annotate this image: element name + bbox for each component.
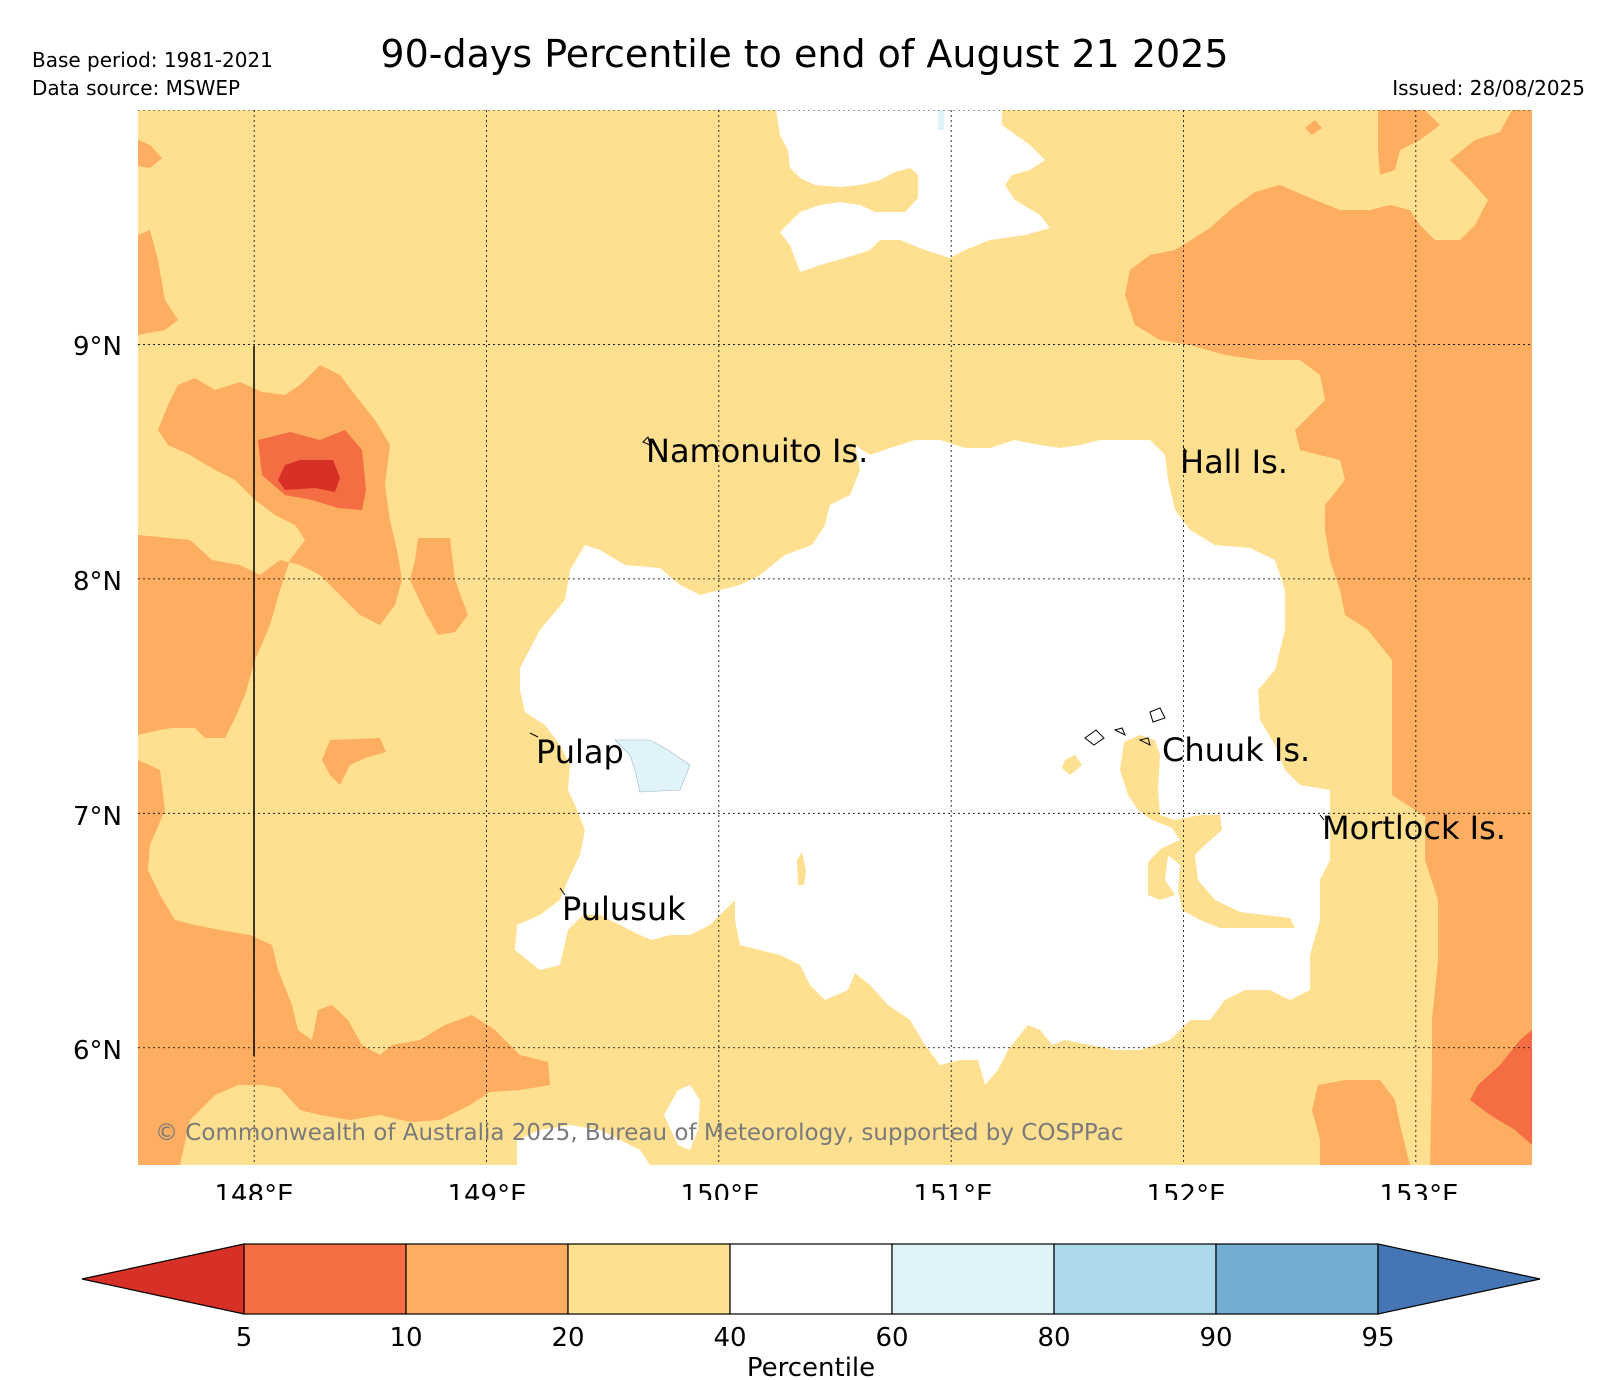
contour-10-20-blob bbox=[410, 538, 468, 635]
issued-date-label: Issued: 28/08/2025 bbox=[1392, 76, 1585, 100]
colorbar-tick: 90 bbox=[1199, 1323, 1232, 1353]
colorbar: 5 10 20 40 60 80 90 95 Percentile bbox=[81, 1243, 1541, 1380]
contour-5-10-southeast bbox=[1470, 1030, 1532, 1145]
colorbar-tick: 10 bbox=[389, 1323, 422, 1353]
contour-20-40-patches bbox=[797, 735, 1295, 928]
copyright-notice: © Commonwealth of Australia 2025, Bureau… bbox=[155, 1120, 1124, 1146]
contour-layers bbox=[138, 110, 1532, 1165]
colorbar-label: Percentile bbox=[747, 1353, 875, 1380]
contour-40-60-south bbox=[517, 1125, 650, 1165]
y-tick-label: 9°N bbox=[73, 332, 122, 362]
colorbar-segments bbox=[81, 1243, 1541, 1315]
contour-10-20-southwest bbox=[138, 760, 550, 1165]
contour-20-40-chuuk bbox=[1120, 735, 1295, 928]
x-tick-label: 151°E bbox=[913, 1180, 992, 1200]
colorbar-extend-low bbox=[81, 1243, 245, 1315]
island-namonuito bbox=[642, 436, 651, 446]
place-labels: Namonuito Is. Hall Is. Pulap Chuuk Is. M… bbox=[536, 432, 1506, 928]
contour-40-60-spot bbox=[664, 1085, 700, 1150]
percentile-map: Namonuito Is. Hall Is. Pulap Chuuk Is. M… bbox=[73, 110, 1532, 1200]
y-axis-labels: 9°N 8°N 7°N 6°N bbox=[73, 332, 122, 1066]
map-title: 90-days Percentile to end of August 21 2… bbox=[380, 32, 1229, 76]
colorbar-tick: 80 bbox=[1037, 1323, 1070, 1353]
island-hall bbox=[1182, 446, 1188, 453]
colorbar-tick-labels: 5 10 20 40 60 80 90 95 bbox=[236, 1323, 1395, 1353]
colorbar-extend-high bbox=[1377, 1243, 1541, 1315]
y-tick-label: 7°N bbox=[73, 802, 122, 832]
x-tick-label: 149°E bbox=[447, 1180, 526, 1200]
contour-below-5 bbox=[278, 460, 340, 492]
place-label-pulap: Pulap bbox=[536, 733, 624, 771]
contour-10-20-corner bbox=[138, 140, 162, 168]
contour-10-20-northwest bbox=[138, 230, 178, 335]
colorbar-tick: 5 bbox=[236, 1323, 253, 1353]
island-chuuk-2 bbox=[1113, 727, 1126, 737]
island-chuuk-4 bbox=[1138, 737, 1151, 746]
contour-10-20-northeast bbox=[1125, 110, 1532, 820]
x-tick-label: 150°E bbox=[680, 1180, 759, 1200]
colorbar-segment-90_95 bbox=[1215, 1243, 1379, 1315]
colorbar-segment-20_40 bbox=[567, 1243, 731, 1315]
island-pulap bbox=[529, 732, 539, 738]
contour-10-20-northeast-corner bbox=[1378, 110, 1440, 175]
colorbar-tick: 20 bbox=[551, 1323, 584, 1353]
contour-10-20-small-west bbox=[322, 738, 386, 785]
colorbar-segment-80_90 bbox=[1053, 1243, 1217, 1315]
place-label-hall: Hall Is. bbox=[1180, 443, 1288, 481]
x-tick-label: 153°E bbox=[1379, 1180, 1458, 1200]
y-tick-label: 6°N bbox=[73, 1036, 122, 1066]
colorbar-segment-60_80 bbox=[891, 1243, 1055, 1315]
contour-20-40-sliver bbox=[797, 852, 806, 885]
colorbar-segment-5_10 bbox=[243, 1243, 407, 1315]
contour-60-80 bbox=[614, 739, 691, 793]
place-label-mortlock: Mortlock Is. bbox=[1322, 809, 1506, 847]
place-label-namonuito: Namonuito Is. bbox=[646, 432, 868, 470]
x-axis-labels: 148°E 149°E 150°E 151°E 152°E 153°E bbox=[214, 1180, 1458, 1200]
data-source-label: Data source: MSWEP bbox=[32, 76, 241, 100]
contour-40-60-north bbox=[776, 110, 1050, 272]
contour-60-80-strip bbox=[938, 110, 944, 130]
place-label-chuuk: Chuuk Is. bbox=[1162, 731, 1310, 769]
contour-10-20-small-east bbox=[1305, 120, 1322, 135]
map-gridlines bbox=[138, 110, 1532, 1165]
x-tick-label: 148°E bbox=[214, 1180, 293, 1200]
colorbar-tick: 40 bbox=[713, 1323, 746, 1353]
island-pulusuk bbox=[559, 887, 566, 896]
base-period-label: Base period: 1981-2021 bbox=[32, 48, 273, 72]
colorbar-segment-40_60 bbox=[729, 1243, 893, 1315]
island-chuuk-3 bbox=[1149, 707, 1166, 723]
x-tick-label: 152°E bbox=[1146, 1180, 1225, 1200]
y-tick-label: 8°N bbox=[73, 567, 122, 597]
island-mortlock bbox=[1319, 814, 1325, 821]
colorbar-segment-10_20 bbox=[405, 1243, 569, 1315]
island-outlines bbox=[529, 436, 1325, 896]
colorbar-tick: 95 bbox=[1361, 1323, 1394, 1353]
contour-20-40-islet bbox=[1062, 755, 1082, 775]
place-label-pulusuk: Pulusuk bbox=[562, 890, 686, 928]
colorbar-tick: 60 bbox=[875, 1323, 908, 1353]
island-chuuk-1 bbox=[1084, 729, 1105, 746]
